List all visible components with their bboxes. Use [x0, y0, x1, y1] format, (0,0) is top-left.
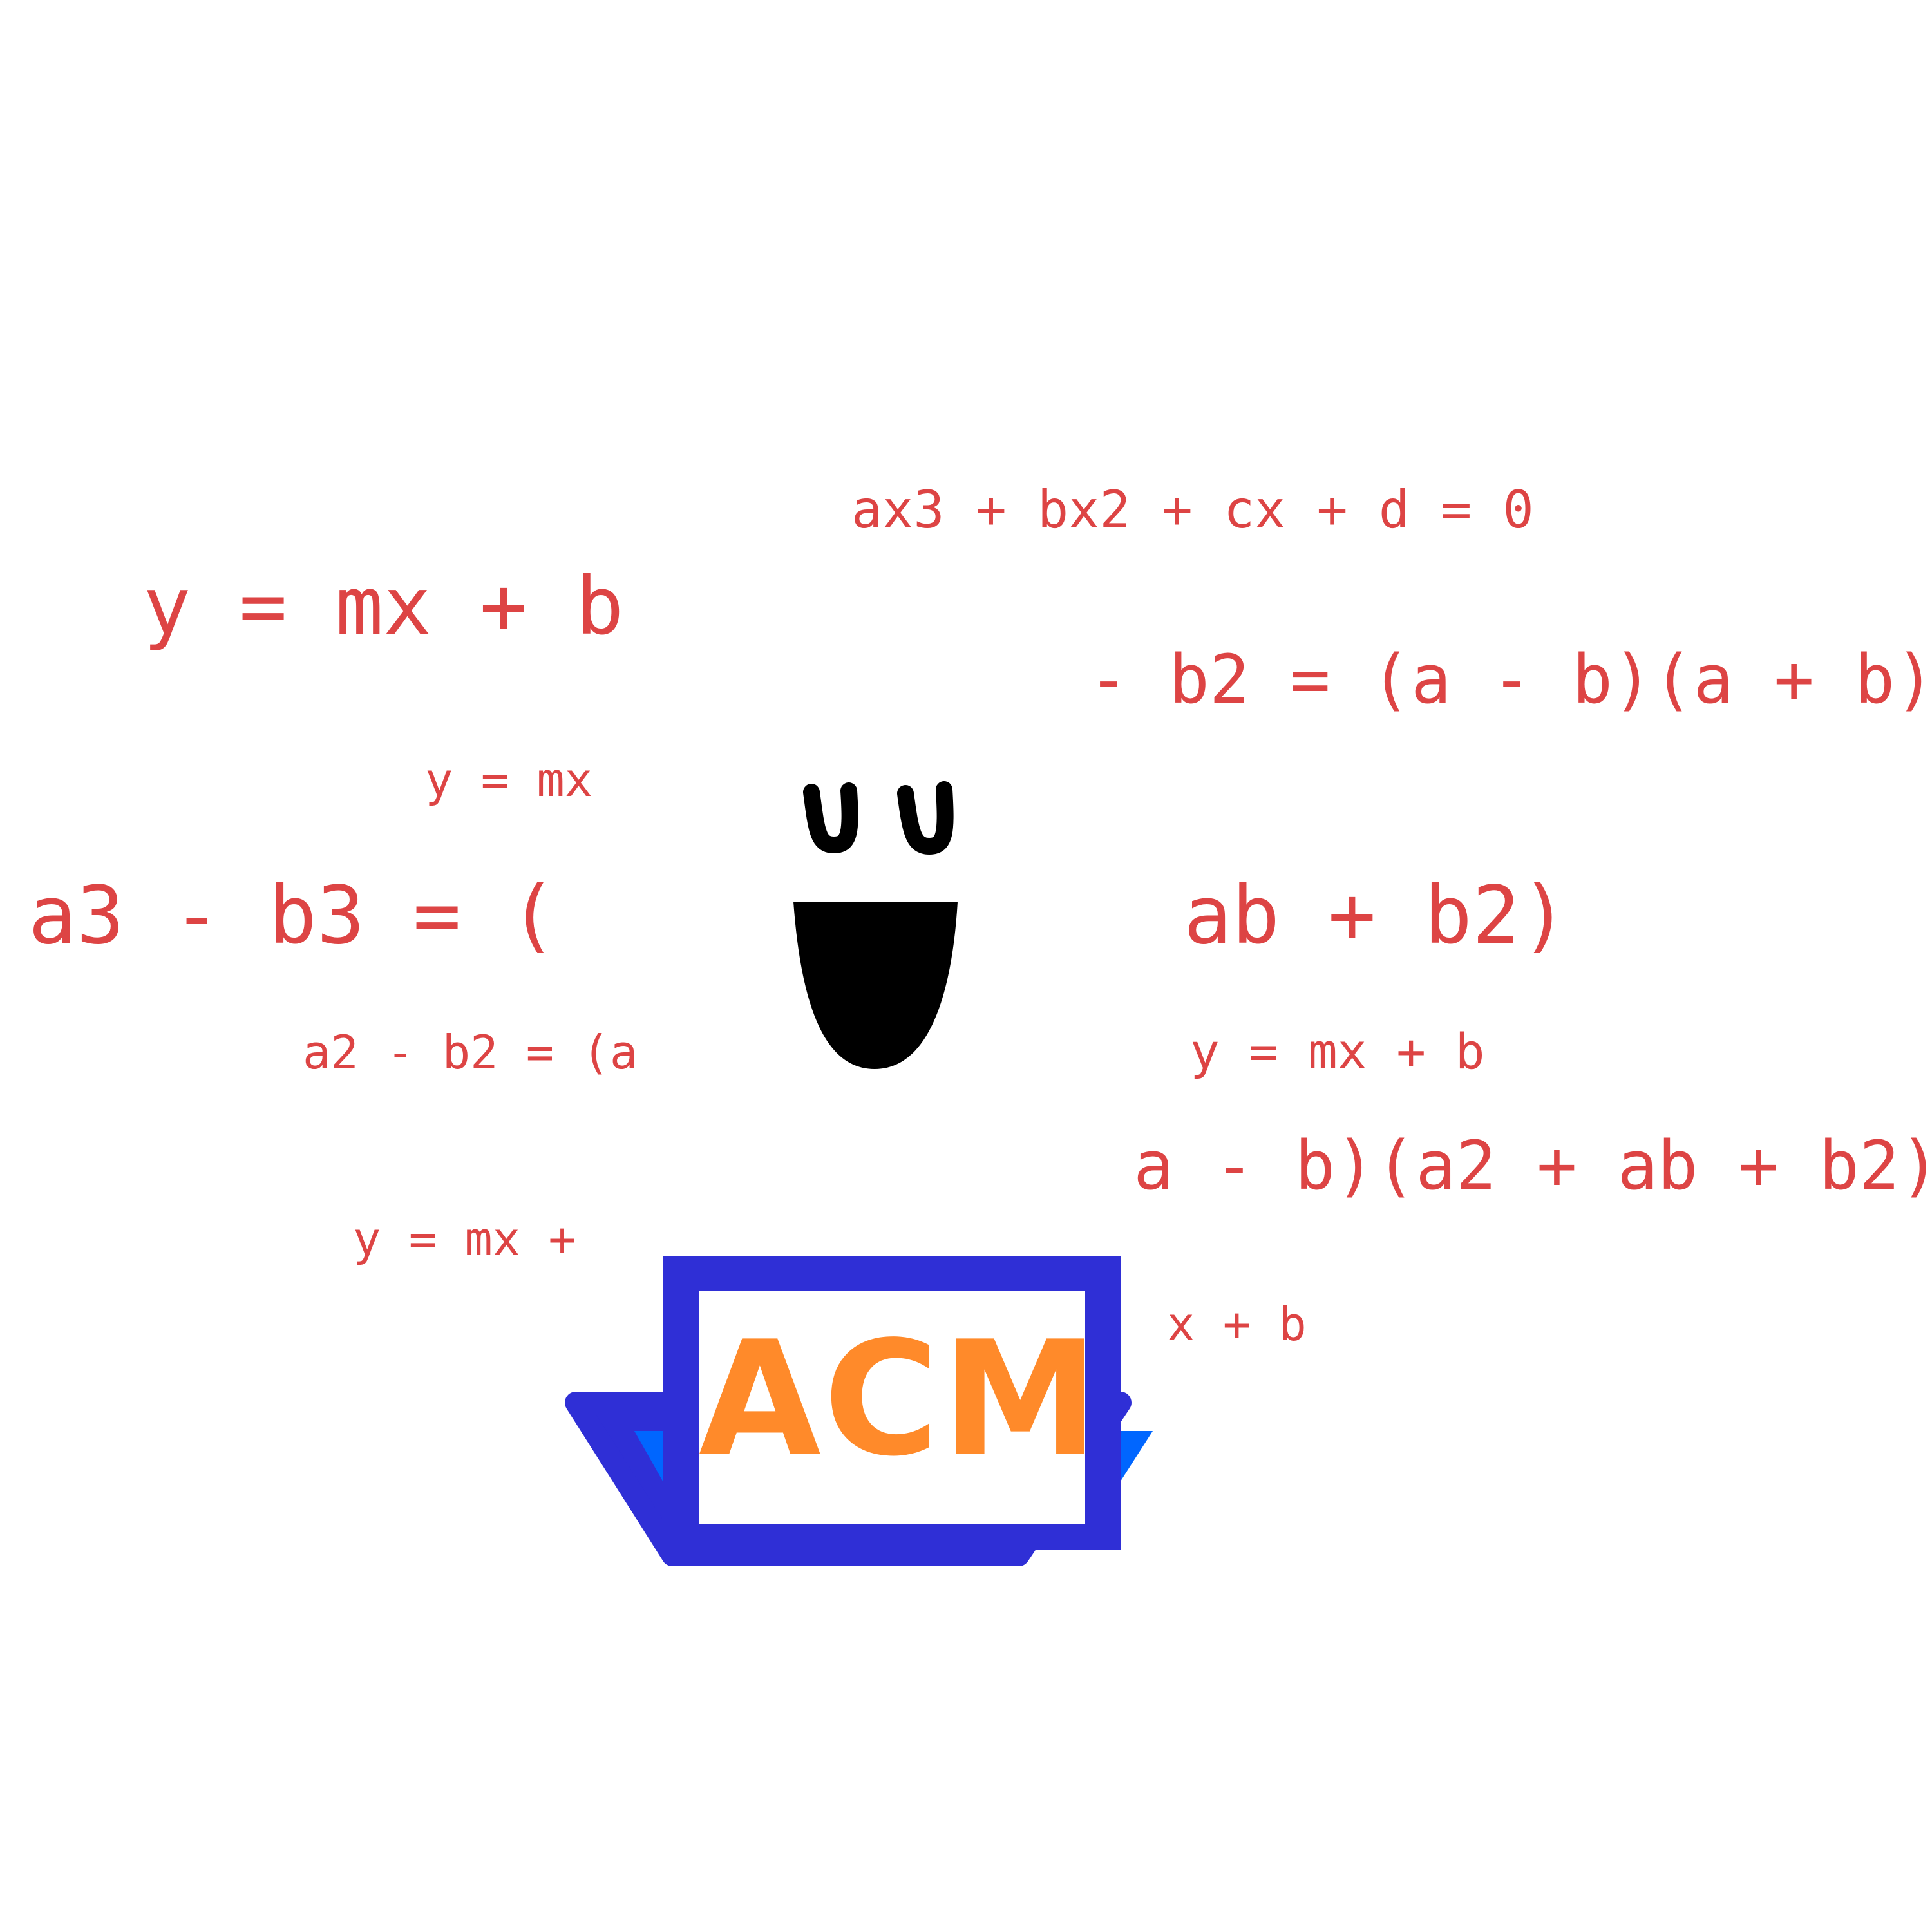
right-eye: [897, 781, 954, 855]
open-mouth: [793, 902, 958, 1069]
equation-linear-partial-right: x + b: [1167, 1297, 1307, 1351]
equation-linear-partial-left: y = mx +: [353, 1212, 576, 1266]
equation-linear-large: y = mx + b: [143, 560, 624, 653]
equation-difference-of-cubes-right: ab + b2): [1184, 869, 1569, 962]
equation-difference-of-cubes-partial: a - b)(a2 + ab + b2): [1133, 1126, 1932, 1205]
acm-logo: ACM: [699, 1307, 1102, 1491]
laptop-right-side-fill: [1121, 1431, 1153, 1481]
equation-cubic: ax3 + bx2 + cx + d = 0: [851, 480, 1534, 540]
equation-linear-right: y = mx + b: [1190, 1023, 1485, 1080]
smiling-face-icon: [793, 781, 958, 1069]
laptop-left-side-fill: [634, 1431, 665, 1484]
equation-difference-of-squares-left: a2 - b2 = (a: [303, 1025, 638, 1079]
equation-difference-of-cubes-left: a3 - b3 = (: [28, 869, 558, 962]
laptop-screen: [699, 1291, 1085, 1524]
equation-linear-partial-small: y = mx: [425, 753, 593, 807]
laptop-icon: [565, 1256, 1153, 1566]
left-eye: [803, 782, 858, 854]
equation-difference-of-squares-partial: - b2 = (a - b)(a + b): [1088, 640, 1932, 719]
